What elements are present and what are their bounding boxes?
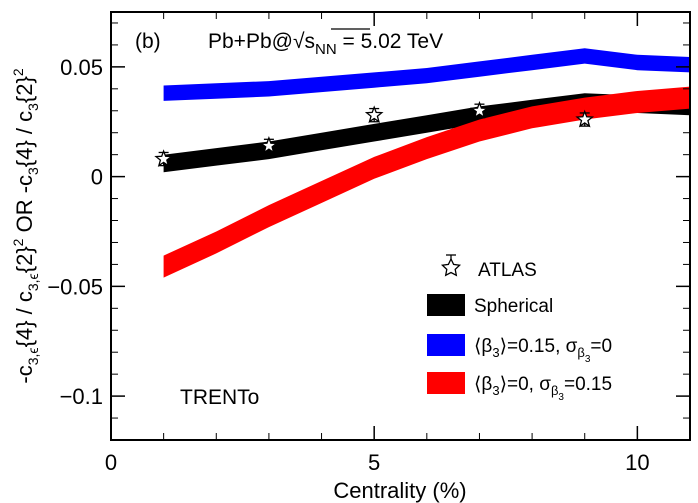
legend-swatch-spherical <box>427 294 465 316</box>
y-tick-label: −0.1 <box>60 384 103 409</box>
legend-atlas-label: ATLAS <box>478 260 537 281</box>
band-beta3-0-sigma-0-15 <box>163 86 690 278</box>
system-label: Pb+Pb@√sNN = 5.02 TeV <box>208 30 443 58</box>
atlas-point <box>469 100 489 119</box>
atlas-point <box>154 149 173 167</box>
band-beta3-0-15-sigma-0 <box>163 48 690 101</box>
y-tick-label: −0.05 <box>47 274 103 299</box>
model-label: TRENTo <box>180 386 259 409</box>
atlas-point <box>259 136 279 154</box>
x-tick-label: 5 <box>368 450 380 475</box>
legend: ATLAS Spherical ⟨β3⟩=0.15, σβ3=0 ⟨β3⟩=0,… <box>427 254 612 403</box>
x-tick-label: 0 <box>105 450 117 475</box>
y-axis-title: -c3,ϵ{4} / c3,ϵ{2}2 OR -c3{4} / c3{2}2 <box>10 68 41 383</box>
legend-swatch-sigma <box>427 372 465 394</box>
panel-label: (b) <box>135 30 161 53</box>
axis-ticks: 0.05 0 −0.05 −0.1 0 5 10 <box>47 12 691 475</box>
plot-frame <box>110 11 691 441</box>
atlas-point <box>575 109 595 128</box>
legend-label-spherical: Spherical <box>474 296 553 317</box>
atlas-point <box>364 105 384 124</box>
x-axis-title: Centrality (%) <box>333 478 466 503</box>
legend-swatch-beta3 <box>427 334 465 356</box>
y-tick-label: 0.05 <box>60 55 103 80</box>
x-tick-label: 10 <box>625 450 649 475</box>
atlas-points <box>154 100 595 167</box>
y-tick-label: 0 <box>91 165 103 190</box>
atlas-star-icon <box>440 257 462 277</box>
series-bands <box>163 48 690 278</box>
legend-label-sigma: ⟨β3⟩=0, σβ3=0.15 <box>474 374 612 403</box>
legend-label-beta3: ⟨β3⟩=0.15, σβ3=0 <box>474 336 612 365</box>
legend-atlas-marker <box>440 254 462 277</box>
